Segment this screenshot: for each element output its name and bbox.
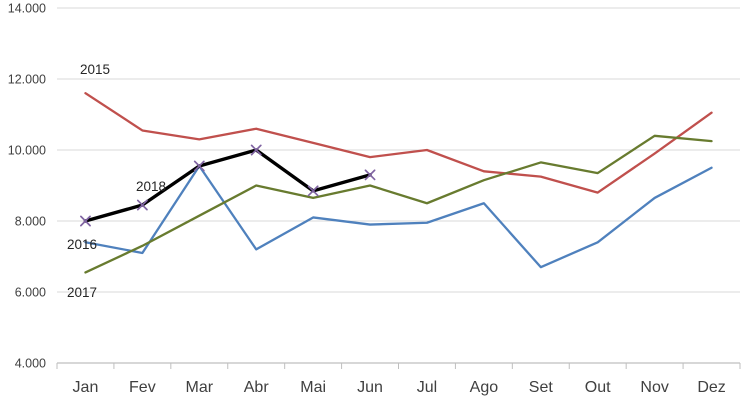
marker-x-2018-fev <box>136 199 148 211</box>
y-axis-label-8.000: 8.000 <box>15 215 46 229</box>
marker-x-2018-jan <box>80 215 91 227</box>
x-axis-label-dez: Dez <box>697 379 725 396</box>
marker-x-2018-mar <box>193 160 205 172</box>
x-axis-label-ago: Ago <box>470 379 499 396</box>
x-axis-label-fev: Fev <box>129 379 156 396</box>
y-axis-label-14.000: 14.000 <box>8 2 46 16</box>
y-axis-label-4.000: 4.000 <box>15 357 46 371</box>
marker-x-2018-abr <box>250 144 262 156</box>
x-axis-label-mai: Mai <box>300 379 326 396</box>
y-axis-label-10.000: 10.000 <box>8 144 46 158</box>
x-axis-label-jun: Jun <box>357 379 383 396</box>
series-label-2017: 2017 <box>67 285 97 300</box>
x-axis-label-set: Set <box>529 379 554 396</box>
series-line-2015 <box>84 92 713 194</box>
series-line-2018 <box>83 148 372 223</box>
x-axis-label-out: Out <box>585 379 611 396</box>
x-axis-label-jan: Jan <box>73 379 99 396</box>
x-axis-label-nov: Nov <box>640 379 668 396</box>
x-axis-label-jul: Jul <box>417 379 437 396</box>
series-label-2016: 2016 <box>67 237 97 252</box>
marker-x-2018-jun <box>364 169 376 181</box>
marker-x-2018-mai <box>307 185 319 197</box>
y-axis-label-6.000: 6.000 <box>15 286 46 300</box>
y-axis-label-12.000: 12.000 <box>8 73 46 87</box>
x-axis-label-mar: Mar <box>186 379 214 396</box>
series-label-2015: 2015 <box>80 62 110 77</box>
series-line-2017 <box>84 134 713 274</box>
series-line-2016 <box>84 164 713 269</box>
x-axis-label-abr: Abr <box>244 379 270 396</box>
series-label-2018: 2018 <box>136 179 166 194</box>
